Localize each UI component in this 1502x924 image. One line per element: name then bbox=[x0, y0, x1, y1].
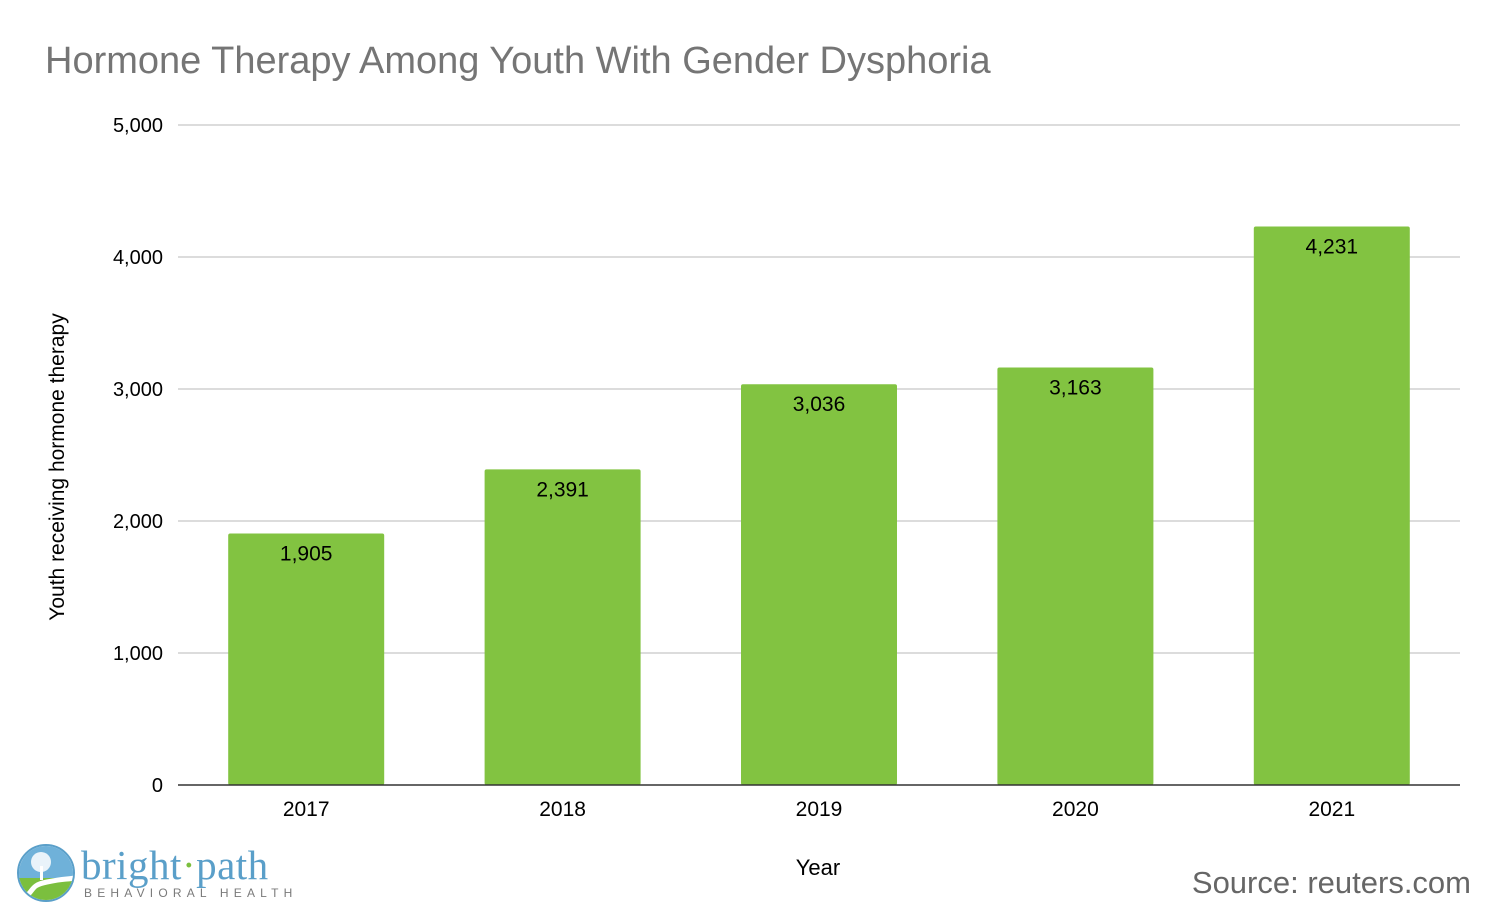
y-tick-label: 5,000 bbox=[113, 115, 163, 137]
bar bbox=[228, 533, 385, 785]
data-label: 1,905 bbox=[280, 543, 333, 566]
x-tick-label: 2017 bbox=[283, 798, 330, 821]
y-tick-label: 0 bbox=[152, 775, 163, 797]
chart-title: Hormone Therapy Among Youth With Gender … bbox=[45, 40, 991, 82]
x-tick-label: 2021 bbox=[1308, 798, 1355, 821]
logo-tagline: BEHAVIORAL HEALTH bbox=[84, 886, 298, 900]
logo-emblem-icon bbox=[17, 844, 75, 902]
y-tick-label: 1,000 bbox=[113, 643, 163, 665]
data-label: 4,231 bbox=[1306, 236, 1359, 259]
y-axis-label: Youth receiving hormone therapy bbox=[46, 313, 69, 621]
bar bbox=[484, 469, 641, 785]
source-note: Source: reuters.com bbox=[1191, 865, 1471, 900]
x-tick-label: 2020 bbox=[1052, 798, 1099, 821]
bar bbox=[1253, 226, 1410, 785]
data-label: 3,036 bbox=[793, 393, 846, 416]
data-label: 2,391 bbox=[536, 478, 589, 501]
x-tick-label: 2018 bbox=[539, 798, 586, 821]
x-tick-label: 2019 bbox=[796, 798, 843, 821]
brightpath-logo: bright·path BEHAVIORAL HEALTH bbox=[17, 840, 317, 910]
y-tick-label: 4,000 bbox=[113, 247, 163, 269]
y-tick-label: 3,000 bbox=[113, 379, 163, 401]
logo-wordmark: bright·path bbox=[81, 842, 269, 888]
bar bbox=[741, 384, 897, 785]
bar bbox=[997, 367, 1154, 785]
x-axis-label: Year bbox=[795, 855, 841, 880]
y-tick-label: 2,000 bbox=[113, 511, 163, 533]
data-label: 3,163 bbox=[1049, 376, 1102, 399]
